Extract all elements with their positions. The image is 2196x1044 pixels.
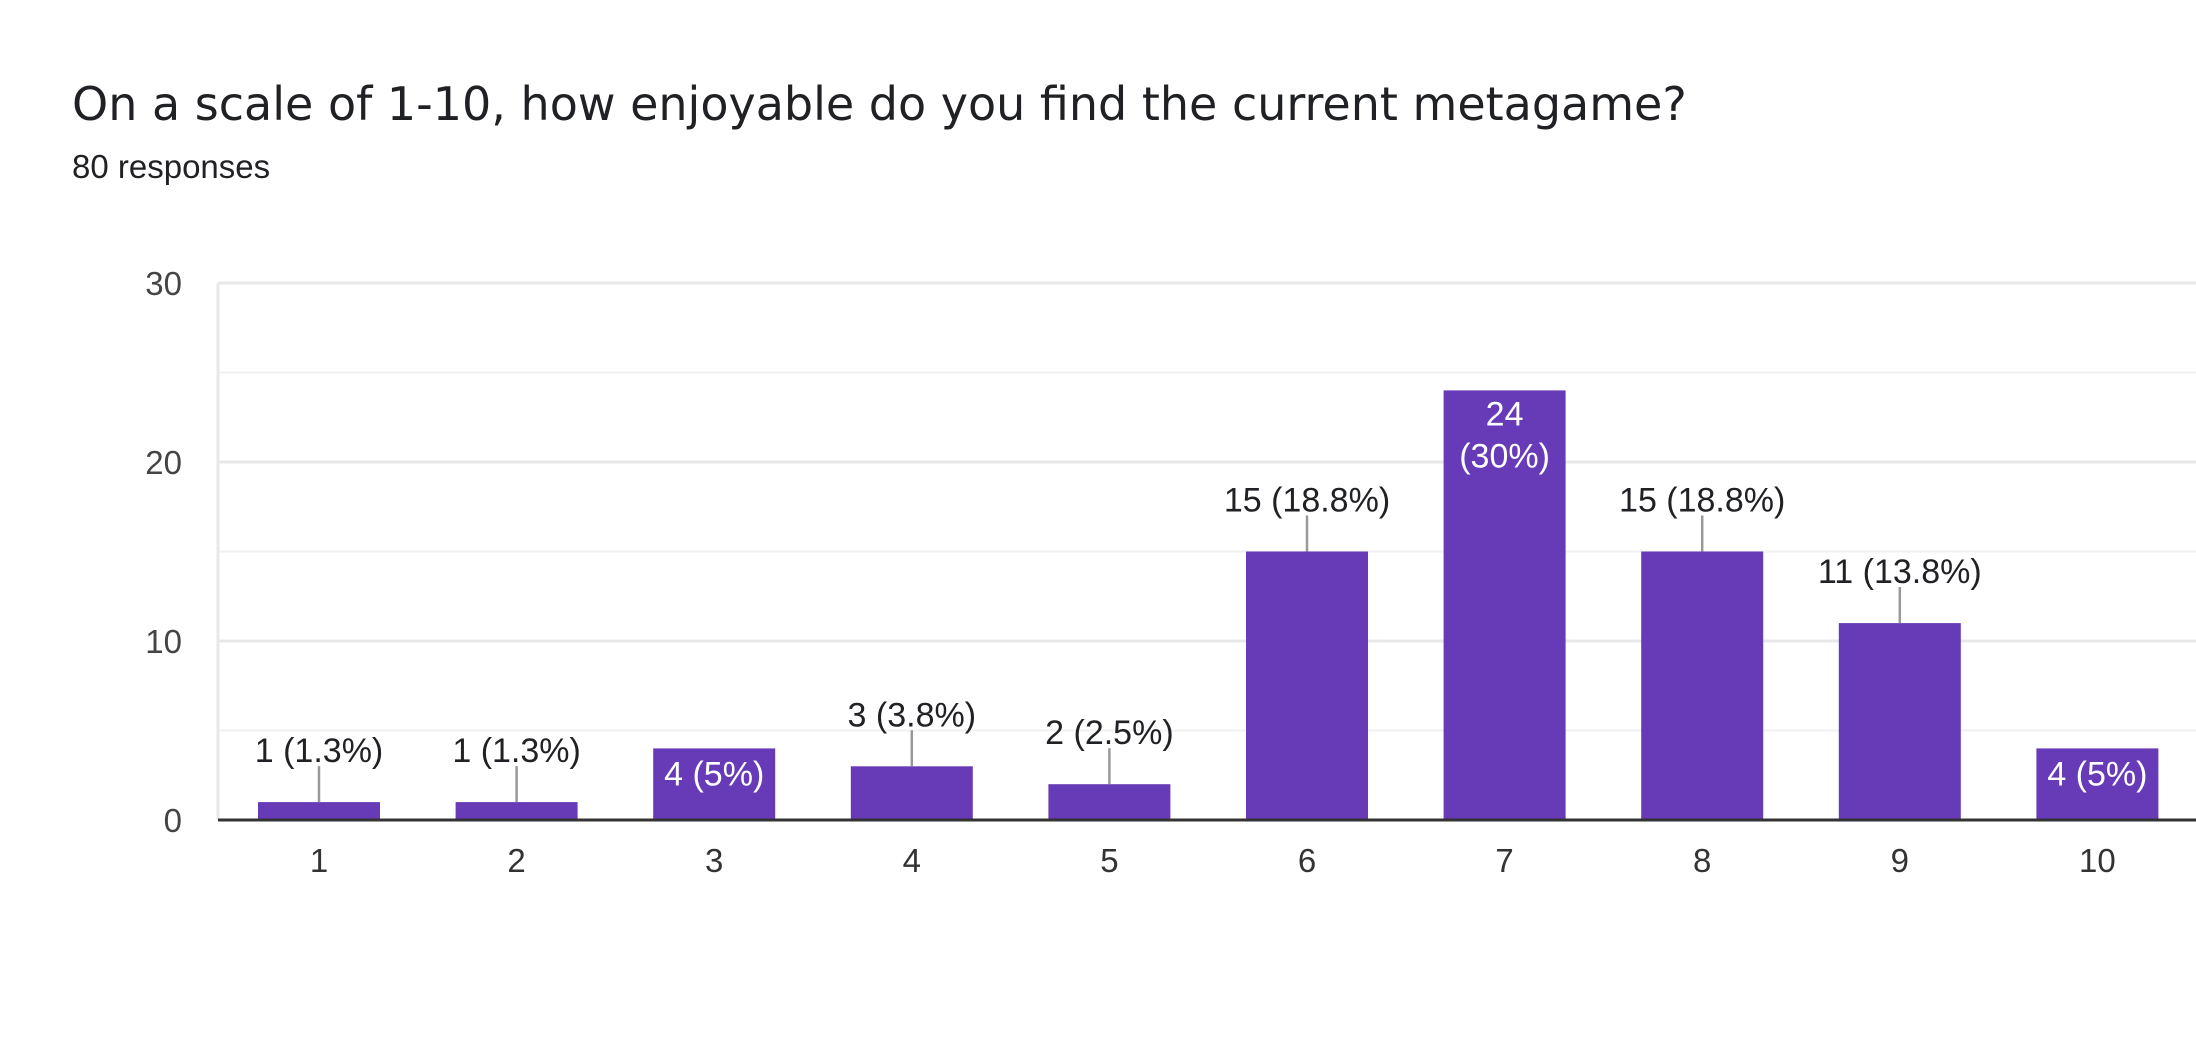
data-label: 24 (30%) <box>1459 395 1550 475</box>
bar <box>1443 390 1566 820</box>
x-tick-label: 7 <box>1495 842 1513 879</box>
bar <box>258 802 380 820</box>
chart-title: On a scale of 1-10, how enjoyable do you… <box>72 77 1687 131</box>
data-label: 4 (5%) <box>2047 755 2147 793</box>
y-tick-label: 30 <box>145 265 182 302</box>
bar <box>1641 551 1764 820</box>
x-tick-label: 5 <box>1100 842 1118 879</box>
x-tick-label: 3 <box>705 842 723 879</box>
y-tick-label: 10 <box>145 623 182 660</box>
bar <box>850 766 973 820</box>
x-tick-label: 6 <box>1298 842 1316 879</box>
data-label: 3 (3.8%) <box>848 696 977 734</box>
bar <box>2036 748 2159 820</box>
bar <box>1246 551 1368 820</box>
bar <box>1838 623 1961 820</box>
data-label: 15 (18.8%) <box>1619 482 1785 520</box>
x-tick-label: 9 <box>1891 842 1909 879</box>
bar <box>1048 784 1171 820</box>
data-label: 1 (1.3%) <box>452 732 581 770</box>
x-tick-label: 2 <box>507 842 525 879</box>
response-count: 80 responses <box>72 148 271 185</box>
x-tick-label: 4 <box>903 842 921 879</box>
x-tick-label: 1 <box>310 842 328 879</box>
y-tick-label: 0 <box>164 802 182 839</box>
x-tick-label: 10 <box>2079 842 2116 879</box>
data-label: 11 (13.8%) <box>1818 553 1982 591</box>
data-label: 15 (18.8%) <box>1224 482 1390 520</box>
data-label: 4 (5%) <box>664 755 764 793</box>
x-tick-label: 8 <box>1693 842 1711 879</box>
y-tick-label: 20 <box>145 444 182 481</box>
data-label: 1 (1.3%) <box>255 732 384 770</box>
bar <box>653 748 776 820</box>
bar <box>455 802 578 820</box>
data-label: 2 (2.5%) <box>1045 714 1174 752</box>
